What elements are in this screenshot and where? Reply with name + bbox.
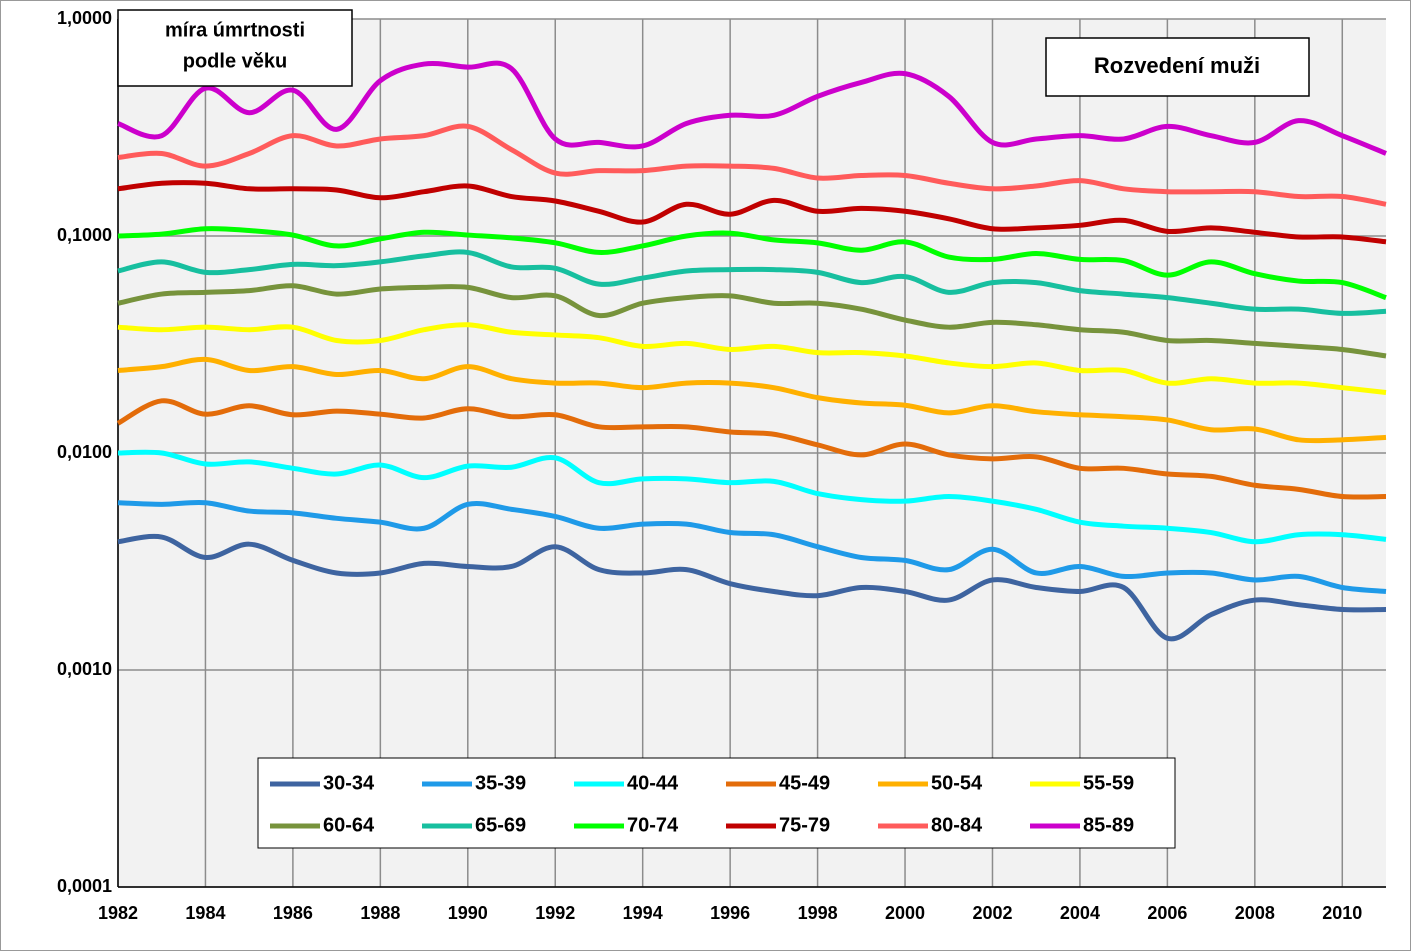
- x-tick-label: 2006: [1147, 903, 1187, 923]
- title-box: [1045, 37, 1310, 97]
- y-tick-label: 0,0100: [57, 442, 112, 462]
- ylabel-line: míra úmrtnosti: [165, 19, 305, 41]
- y-tick-label: 0,0001: [57, 876, 112, 896]
- legend-label: 30-34: [323, 772, 375, 794]
- series-line: [117, 60, 1387, 156]
- x-tick-label: 1988: [360, 903, 400, 923]
- x-tick-label: 2010: [1322, 903, 1362, 923]
- x-tick-label: 2004: [1060, 903, 1100, 923]
- series-line: [117, 322, 1387, 395]
- legend-label: 35-39: [475, 772, 526, 794]
- chart-title: Rozvedení muži: [1094, 53, 1260, 78]
- x-tick-label: 1986: [273, 903, 313, 923]
- legend-label: 65-69: [475, 814, 526, 836]
- legend: [257, 757, 1176, 849]
- x-tick-label: 2002: [972, 903, 1012, 923]
- series-line: [117, 499, 1387, 594]
- series-line: [116, 398, 1387, 500]
- x-tick-label: 1984: [185, 903, 225, 923]
- legend-label: 45-49: [779, 772, 830, 794]
- lines: [116, 60, 1387, 642]
- overlay: míra úmrtnosti podle věku Rozvedení muži…: [57, 8, 1362, 923]
- legend-label: 75-79: [779, 814, 830, 836]
- series-line: [117, 283, 1387, 359]
- x-tick-label: 1996: [710, 903, 750, 923]
- legend-label: 80-84: [931, 814, 983, 836]
- ylabel-line: podle věku: [183, 50, 287, 72]
- y-tick-label: 1,0000: [57, 8, 112, 28]
- y-tick-label: 0,1000: [57, 225, 112, 245]
- x-tick-label: 2000: [885, 903, 925, 923]
- series-line: [117, 226, 1387, 300]
- series-line: [117, 533, 1387, 642]
- legend-label: 40-44: [627, 772, 679, 794]
- legend-label: 60-64: [323, 814, 375, 836]
- ylabel-box: [117, 9, 353, 87]
- legend-label: 55-59: [1083, 772, 1134, 794]
- legend-label: 85-89: [1083, 814, 1134, 836]
- y-tick-label: 0,0010: [57, 659, 112, 679]
- series-line: [117, 180, 1387, 245]
- x-tick-label: 1992: [535, 903, 575, 923]
- legend-label: 70-74: [627, 814, 679, 836]
- series-line: [117, 356, 1387, 444]
- legend-label: 50-54: [931, 772, 983, 794]
- x-tick-label: 1982: [98, 903, 138, 923]
- series-line: [117, 449, 1387, 545]
- x-tick-label: 1990: [448, 903, 488, 923]
- series-line: [117, 123, 1387, 207]
- series-line: [117, 249, 1387, 316]
- x-tick-label: 2008: [1235, 903, 1275, 923]
- x-tick-label: 1994: [623, 903, 663, 923]
- x-tick-label: 1998: [798, 903, 838, 923]
